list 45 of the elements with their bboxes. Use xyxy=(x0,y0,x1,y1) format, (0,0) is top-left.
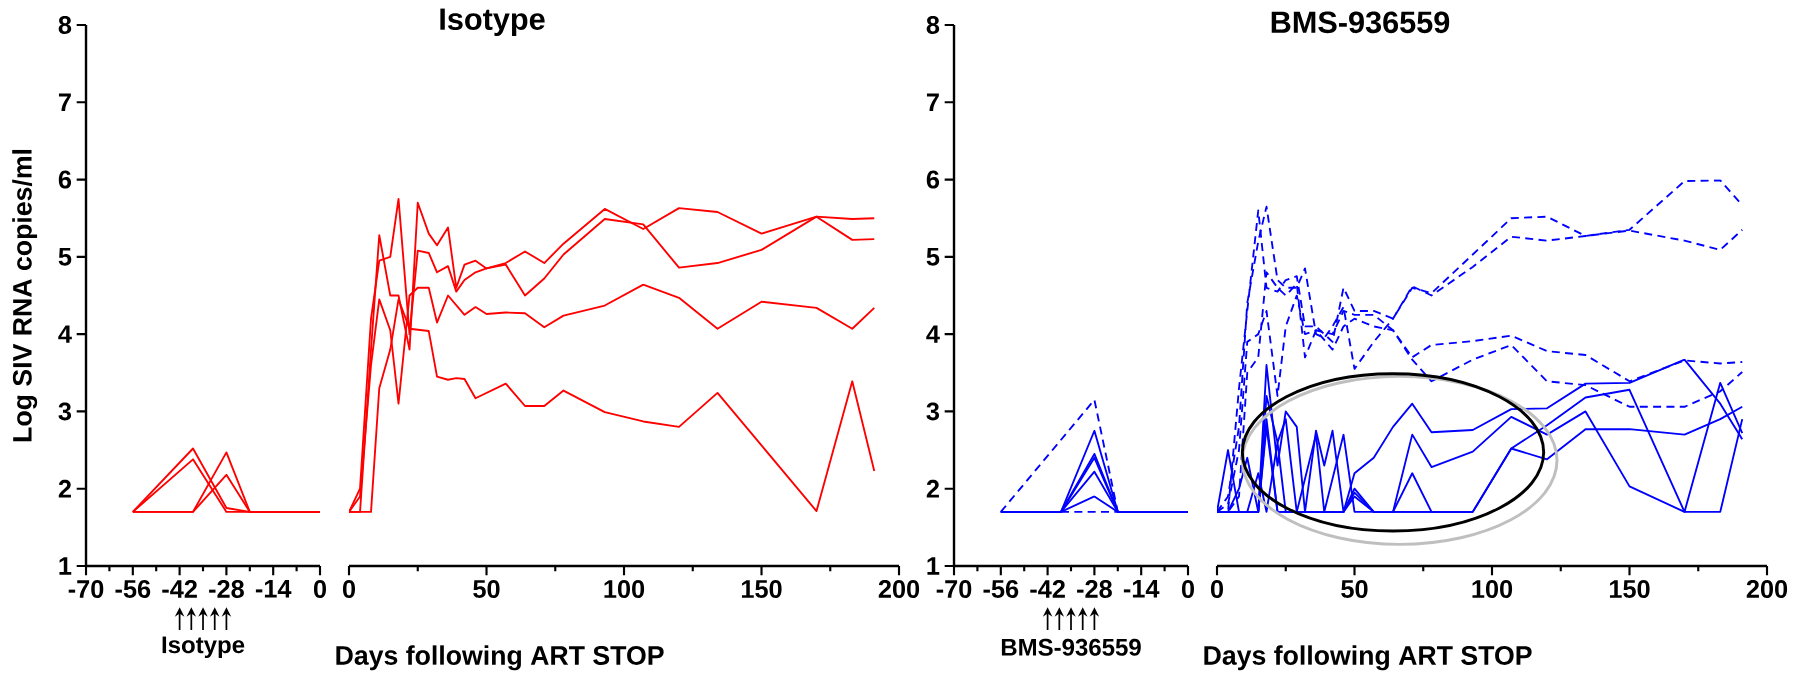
y-tick-label: 6 xyxy=(926,170,940,189)
x-tick-label: -42 xyxy=(1030,580,1065,598)
text: Isotype xyxy=(162,636,245,659)
chart-title: BMS-936559 xyxy=(1271,11,1450,34)
x-tick-label: -70 xyxy=(68,580,104,598)
x-tick-label: 0 xyxy=(1210,580,1224,598)
x-tick-label: 50 xyxy=(473,580,500,598)
y-tick-label: 8 xyxy=(58,16,72,34)
x-tick-label: 150 xyxy=(1609,580,1650,598)
x-tick-label: 200 xyxy=(878,580,920,598)
text: BMS-936559 xyxy=(1001,638,1141,656)
x-tick-label: -42 xyxy=(162,580,197,598)
y-tick-label: 4 xyxy=(58,325,72,343)
y-tick-label: 4 xyxy=(926,325,940,343)
y-tick-label: 1 xyxy=(927,557,940,575)
y-tick-label: 7 xyxy=(926,93,939,111)
y-tick-label: 3 xyxy=(58,402,72,421)
x-tick-label: 0 xyxy=(342,580,356,598)
y-tick-label: 2 xyxy=(58,479,71,498)
x-tick-label: -14 xyxy=(1123,580,1160,598)
y-tick-label: 7 xyxy=(58,93,71,111)
y-tick-label: 8 xyxy=(926,16,940,34)
x-tick-label: 0 xyxy=(313,580,327,598)
x-tick-label: 200 xyxy=(1746,580,1788,598)
x-tick-label: 50 xyxy=(1341,580,1368,598)
y-tick-label: 3 xyxy=(926,402,940,421)
x-tick-label: 150 xyxy=(741,580,782,598)
x-tick-label: -70 xyxy=(936,580,972,598)
x-tick-label: 100 xyxy=(604,580,645,598)
x-axis-title: Days following ART STOP xyxy=(336,645,664,671)
x-tick-label: -28 xyxy=(1077,580,1112,598)
y-tick-label: 5 xyxy=(58,248,72,266)
y-axis-title: Log SIV RNA copies/ml xyxy=(12,149,38,442)
y-tick-label: 1 xyxy=(59,557,72,575)
y-tick-label: 6 xyxy=(58,170,72,189)
y-tick-label: 5 xyxy=(926,248,940,266)
chart-title: Isotype xyxy=(440,8,545,37)
x-tick-label: -56 xyxy=(983,580,1019,598)
x-tick-label: -14 xyxy=(255,580,292,598)
x-tick-label: 100 xyxy=(1472,580,1513,598)
y-tick-label: 2 xyxy=(926,479,939,498)
x-tick-label: 0 xyxy=(1181,580,1194,598)
x-axis-title: Days following ART STOP xyxy=(1204,645,1532,671)
x-tick-label: -28 xyxy=(209,580,244,598)
x-tick-label: -56 xyxy=(115,580,151,598)
